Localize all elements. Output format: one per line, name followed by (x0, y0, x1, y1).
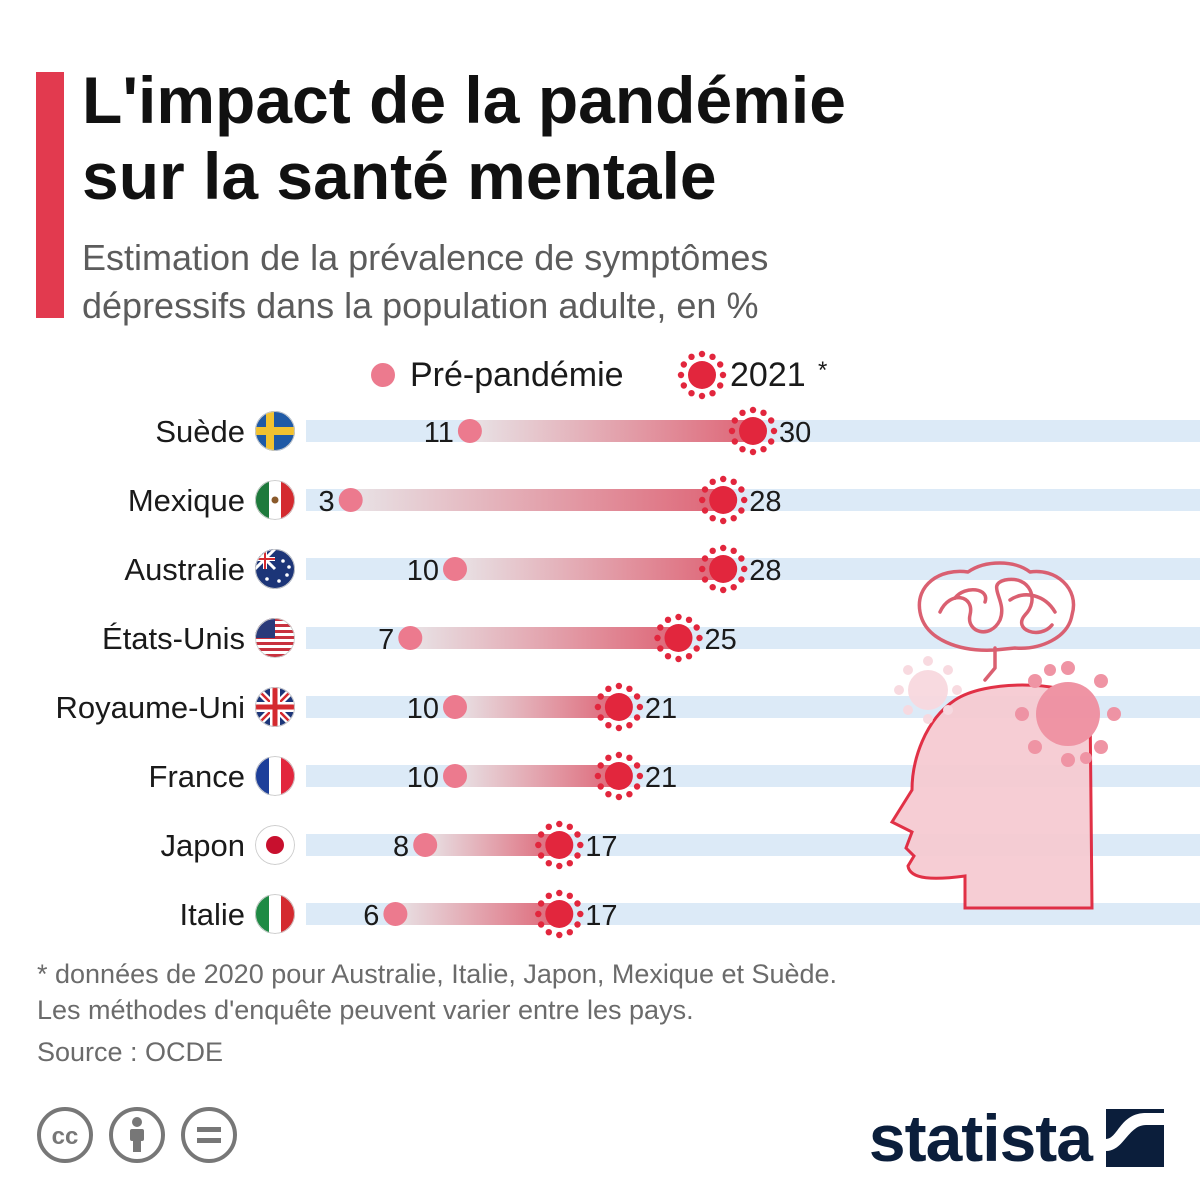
pre-pandemic-point (398, 626, 423, 650)
connector-bar (455, 765, 619, 787)
title-line-2: sur la santé mentale (82, 139, 717, 213)
pre-value-label: 10 (407, 693, 439, 725)
post-2021-point (699, 544, 748, 594)
pre-value-label: 11 (424, 417, 454, 449)
chart-row: 8 17 Japon (161, 820, 618, 870)
pre-value-label: 10 (407, 762, 439, 794)
pre-value-label: 8 (393, 831, 409, 863)
pre-pandemic-point (443, 764, 467, 788)
pre-pandemic-point (443, 695, 467, 719)
connector-bar (455, 558, 724, 580)
no-derivatives-icon[interactable] (180, 1106, 238, 1164)
post-value-label: 25 (705, 624, 737, 656)
chart-row: 6 17 Italie (180, 889, 618, 939)
post-2021-point (654, 613, 703, 663)
post-value-label: 17 (585, 831, 617, 863)
legend-pre-label: Pré-pandémie (410, 356, 624, 394)
attribution-icon[interactable] (108, 1106, 166, 1164)
country-label: Mexique (128, 483, 245, 518)
dumbbell-chart: Pré-pandémie 2021 * 11 30 Suède 3 28 Mexique 10 2… (55, 350, 1200, 939)
connector-bar (455, 696, 619, 718)
title-accent-bar (36, 72, 64, 318)
post-2021-point (535, 820, 584, 870)
pre-pandemic-point (338, 488, 363, 512)
chart-rows: 11 30 Suède 3 28 Mexique 10 28 Australie 7 25 États… (55, 406, 811, 939)
footnote-line-2: Les méthodes d'enquête peuvent varier en… (37, 995, 694, 1025)
country-label: Australie (124, 552, 245, 587)
pre-value-label: 6 (363, 900, 379, 932)
legend-pre-marker (371, 363, 395, 387)
chart-legend: Pré-pandémie 2021 * (371, 350, 827, 400)
legend-footnote-marker: * (818, 357, 827, 384)
license-icons: cc (36, 1106, 238, 1164)
cc-icon[interactable]: cc (36, 1106, 94, 1164)
legend-post-label: 2021 (730, 356, 806, 394)
subtitle-line-1: Estimation de la prévalence de symptômes (82, 237, 769, 278)
country-label: Suède (155, 414, 245, 449)
country-label: Japon (161, 828, 245, 863)
pre-pandemic-point (457, 419, 482, 443)
pre-value-label: 7 (378, 624, 394, 656)
page-title: L'impact de la pandémie sur la santé men… (82, 62, 1162, 214)
chart-row: 3 28 Mexique (128, 475, 781, 525)
post-2021-point (728, 406, 778, 456)
connector-bar (410, 627, 679, 649)
uk-flag-icon (255, 687, 295, 727)
post-2021-point (699, 475, 748, 525)
footnote-line-1: * données de 2020 pour Australie, Italie… (37, 959, 838, 989)
title-line-1: L'impact de la pandémie (82, 63, 846, 137)
pre-pandemic-point (443, 557, 467, 581)
connector-bar (395, 903, 560, 925)
sweden-flag-icon (255, 411, 295, 451)
mexico-flag-icon (255, 480, 295, 520)
pre-value-label: 3 (319, 486, 335, 518)
chart-row: 11 30 Suède (155, 406, 811, 456)
post-value-label: 28 (749, 486, 781, 518)
head-with-brain-icon (889, 561, 1121, 910)
post-2021-point (535, 889, 584, 939)
statista-mark-icon (1106, 1109, 1164, 1167)
post-value-label: 30 (779, 417, 811, 449)
australia-flag-icon (255, 549, 295, 589)
country-label: France (149, 759, 245, 794)
usa-flag-icon (255, 618, 295, 658)
connector-bar (350, 489, 724, 511)
svg-text:cc: cc (52, 1123, 79, 1150)
japan-flag-icon (255, 825, 295, 865)
pre-value-label: 10 (407, 555, 439, 587)
subtitle-line-2: dépressifs dans la population adulte, en… (82, 285, 759, 326)
post-2021-point (594, 751, 644, 801)
chart-row: 7 25 États-Unis (102, 613, 737, 663)
source-note: Source : OCDE (37, 1037, 224, 1067)
statista-wordmark: statista (868, 1101, 1093, 1175)
statista-logo[interactable]: statista (869, 1098, 1164, 1178)
country-label: États-Unis (102, 621, 245, 656)
country-label: Italie (180, 897, 245, 932)
italy-flag-icon (255, 894, 295, 934)
connector-bar (425, 834, 560, 856)
chart-row: 10 28 Australie (124, 544, 781, 594)
chart-footnote: * données de 2020 pour Australie, Italie… (37, 956, 1167, 1028)
pre-pandemic-point (413, 833, 438, 857)
country-label: Royaume-Uni (55, 690, 245, 725)
post-2021-point (594, 682, 644, 732)
connector-bar (469, 420, 753, 442)
legend-post-marker (677, 350, 727, 400)
chart-row: 10 21 Royaume-Uni (55, 682, 677, 732)
post-value-label: 28 (749, 555, 781, 587)
france-flag-icon (255, 756, 295, 796)
chart-subtitle: Estimation de la prévalence de symptômes… (82, 234, 1162, 330)
chart-row: 10 21 France (149, 751, 677, 801)
post-value-label: 21 (645, 762, 677, 794)
post-value-label: 17 (585, 900, 617, 932)
post-value-label: 21 (645, 693, 677, 725)
pre-pandemic-point (383, 902, 408, 926)
